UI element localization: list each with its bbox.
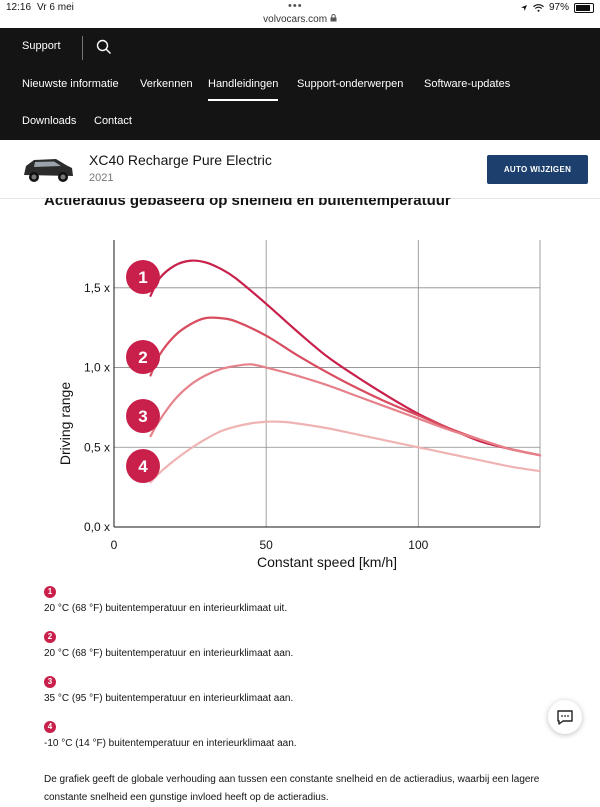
nav-item-nieuwste-informatie[interactable]: Nieuwste informatie (22, 78, 119, 90)
battery-icon (574, 2, 594, 13)
series-badge-2 (126, 340, 160, 374)
top-navigation: Support Nieuwste informatie Verkennen Ha… (0, 28, 600, 140)
series-line-3 (149, 363, 542, 457)
nav-divider (82, 36, 83, 60)
x-tick-label: 0 (111, 538, 118, 552)
series-badge-label-4: 4 (138, 457, 148, 476)
y-tick-label: 0,5 x (84, 440, 110, 454)
y-tick-label: 1,0 x (84, 361, 110, 375)
legend-badge-2: 2 (44, 631, 56, 643)
series-badge-1 (126, 260, 160, 294)
legend-item-3: 3 35 °C (95 °F) buitentemperatuur en int… (44, 676, 293, 704)
y-axis-label: Driving range (57, 382, 73, 465)
y-tick-label: 0,0 x (84, 520, 110, 534)
x-tick-label: 50 (259, 538, 273, 552)
lock-icon (330, 14, 337, 22)
series-badge-label-1: 1 (138, 268, 147, 287)
car-header: XC40 Recharge Pure Electric 2021 AUTO WI… (0, 140, 600, 199)
nav-item-handleidingen[interactable]: Handleidingen (208, 78, 279, 101)
chat-icon (557, 710, 573, 725)
x-tick-label: 100 (408, 538, 428, 552)
car-thumbnail (24, 159, 73, 182)
legend-text-2: 20 °C (68 °F) buitentemperatuur en inter… (44, 648, 294, 659)
nav-item-software-updates[interactable]: Software-updates (424, 78, 511, 90)
x-axis-label: Constant speed [km/h] (257, 554, 397, 570)
car-title: XC40 Recharge Pure Electric (89, 152, 272, 168)
search-icon[interactable] (96, 39, 112, 55)
nav-item-verkennen[interactable]: Verkennen (140, 78, 193, 90)
legend-badge-4: 4 (44, 721, 56, 733)
legend-item-1: 1 20 °C (68 °F) buitentemperatuur en int… (44, 586, 287, 614)
series-line-1 (149, 259, 542, 457)
legend-badge-1: 1 (44, 586, 56, 598)
url-text: volvocars.com (263, 14, 328, 25)
series-badge-3 (126, 399, 160, 433)
legend-text-3: 35 °C (95 °F) buitentemperatuur en inter… (44, 693, 294, 704)
series-badge-4 (126, 449, 160, 483)
legend-item-4: 4 -10 °C (14 °F) buitentemperatuur en in… (44, 721, 297, 749)
status-bar: 12:16 Vr 6 mei ••• volvocars.com 97% (0, 0, 600, 28)
legend-text-4: -10 °C (14 °F) buitentemperatuur en inte… (44, 738, 297, 749)
status-time: 12:16 (6, 2, 32, 13)
support-link[interactable]: Support (22, 40, 61, 52)
nav-item-support-onderwerpen[interactable]: Support-onderwerpen (297, 78, 404, 90)
url-bar[interactable]: volvocars.com (0, 14, 600, 25)
section-title: Actieradius gebaseerd op snelheid en bui… (44, 192, 451, 209)
series-line-4 (149, 420, 542, 484)
chat-button[interactable] (548, 700, 582, 734)
location-icon (520, 4, 527, 11)
legend-text-1: 20 °C (68 °F) buitentemperatuur en inter… (44, 603, 288, 614)
status-date: Vr 6 mei (37, 2, 74, 13)
more-dots-icon[interactable]: ••• (288, 0, 303, 12)
nav-item-contact[interactable]: Contact (94, 115, 132, 127)
battery-percent: 97% (548, 2, 569, 13)
car-year: 2021 (89, 172, 114, 184)
y-tick-label: 1,5 x (84, 281, 110, 295)
wifi-icon (533, 3, 544, 12)
nav-item-downloads[interactable]: Downloads (22, 115, 77, 127)
legend-badge-3: 3 (44, 676, 56, 688)
series-badge-label-3: 3 (138, 407, 147, 426)
legend-item-2: 2 20 °C (68 °F) buitentemperatuur en int… (44, 631, 293, 659)
series-line-2 (149, 316, 542, 457)
series-badge-label-2: 2 (138, 348, 147, 367)
chart-description: De grafiek geeft de globale verhouding a… (44, 774, 540, 803)
change-car-button[interactable]: AUTO WIJZIGEN (487, 155, 588, 184)
